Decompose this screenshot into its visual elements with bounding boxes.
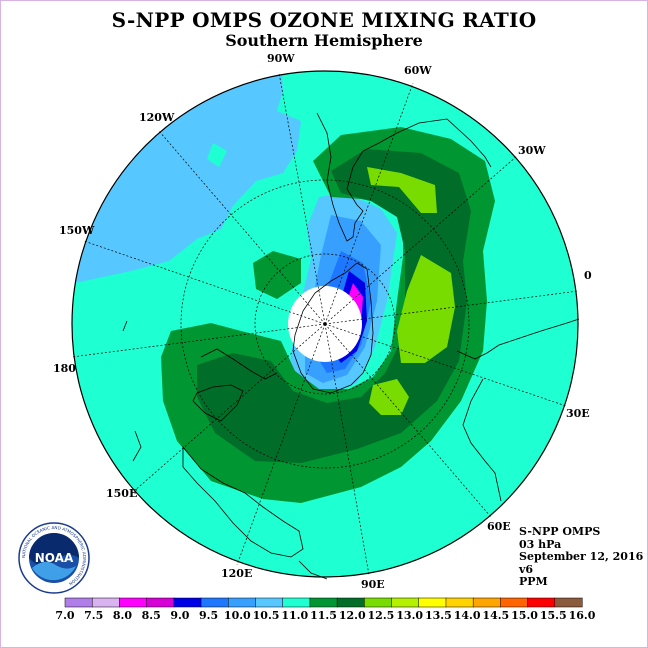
colorbar-swatch [119,597,148,608]
map-title: S-NPP OMPS OZONE MIXING RATIO [111,8,537,32]
lon-label-90e: 90E [361,578,385,591]
lon-label-60e: 60E [487,520,511,533]
lon-label-30e: 30E [566,407,590,420]
colorbar: 7.0 7.5 8.0 8.5 9.0 9.5 10.0 10.5 11.0 11.5 12.0 12… [55,597,596,622]
contour-12-5-east [397,255,455,363]
colorbar-swatch [500,597,529,608]
lon-label-90w: 90W [267,52,295,65]
noaa-logo: NOAA NATIONAL OCEANIC AND ATMOSPHERIC AD… [18,522,90,594]
colorbar-swatch [200,597,229,608]
longitude-labels: 90W 60W 30W 0 30E 60E 90E 120E 150E 180 … [53,52,592,591]
colorbar-tick-label: 10.5 [253,609,280,622]
colorbar-tick-label: 16.0 [569,609,596,622]
colorbar-tick-label: 8.5 [142,609,161,622]
info-date: September 12, 2016 [519,550,644,563]
info-level: 03 hPa [519,537,562,551]
info-instrument: S-NPP OMPS [519,525,601,538]
colorbar-swatch [91,597,120,608]
contour-12-5-south [369,379,409,415]
hemisphere-border [71,70,579,578]
info-version: v6 [519,562,534,576]
lon-label-30w: 30W [518,144,546,157]
info-units: PPM [519,575,548,588]
info-block: S-NPP OMPS 03 hPa September 12, 2016 v6 … [519,525,644,589]
colorbar-swatch [282,597,311,608]
colorbar-swatch [527,597,556,608]
colorbar-swatch [146,597,175,608]
colorbar-tick-label: 10.0 [224,609,251,622]
map-subtitle: Southern Hemisphere [225,31,423,50]
graticule [71,72,579,576]
colorbar-swatch [364,597,393,608]
contour-12-0-band [197,149,471,463]
colorbar-swatch [309,597,338,608]
colorbar-swatch [64,597,93,608]
colorbar-tick-label: 7.0 [55,609,74,622]
colorbar-swatch [391,597,420,608]
colorbar-tick-label: 9.0 [170,609,189,622]
colorbar-tick-label: 9.5 [199,609,218,622]
lon-label-180: 180 [53,362,76,375]
coastlines [122,112,580,580]
colorbar-swatch [418,597,447,608]
colorbar-tick-label: 11.5 [310,609,337,622]
colorbar-swatch [173,597,202,608]
lon-label-0: 0 [584,269,592,282]
colorbar-tick-label: 14.5 [482,609,509,622]
lon-label-150w: 150W [59,224,95,237]
colorbar-swatch [336,597,365,608]
lon-label-150e: 150E [106,487,137,500]
colorbar-swatch [228,597,257,608]
colorbar-tick-label: 7.5 [84,609,103,622]
colorbar-tick-label: 11.0 [281,609,308,622]
colorbar-swatch [554,597,583,608]
colorbar-tick-label: 12.0 [339,609,366,622]
colorbar-swatch [472,597,501,608]
colorbar-swatch [255,597,284,608]
lon-label-120w: 120W [139,111,175,124]
colorbar-tick-label: 13.5 [425,609,452,622]
contour-12-5-north [367,167,437,213]
colorbar-tick-label: 15.5 [540,609,567,622]
colorbar-tick-label: 8.0 [113,609,132,622]
colorbar-tick-label: 15.0 [511,609,538,622]
contour-11-5-small [253,251,301,299]
colorbar-swatch [445,597,474,608]
logo-text: NOAA [35,551,74,565]
colorbar-tick-label: 12.5 [368,609,395,622]
colorbar-tick-label: 14.0 [454,609,481,622]
lon-label-120e: 120E [221,567,252,580]
lon-label-60w: 60W [404,64,432,77]
colorbar-tick-label: 13.0 [396,609,423,622]
